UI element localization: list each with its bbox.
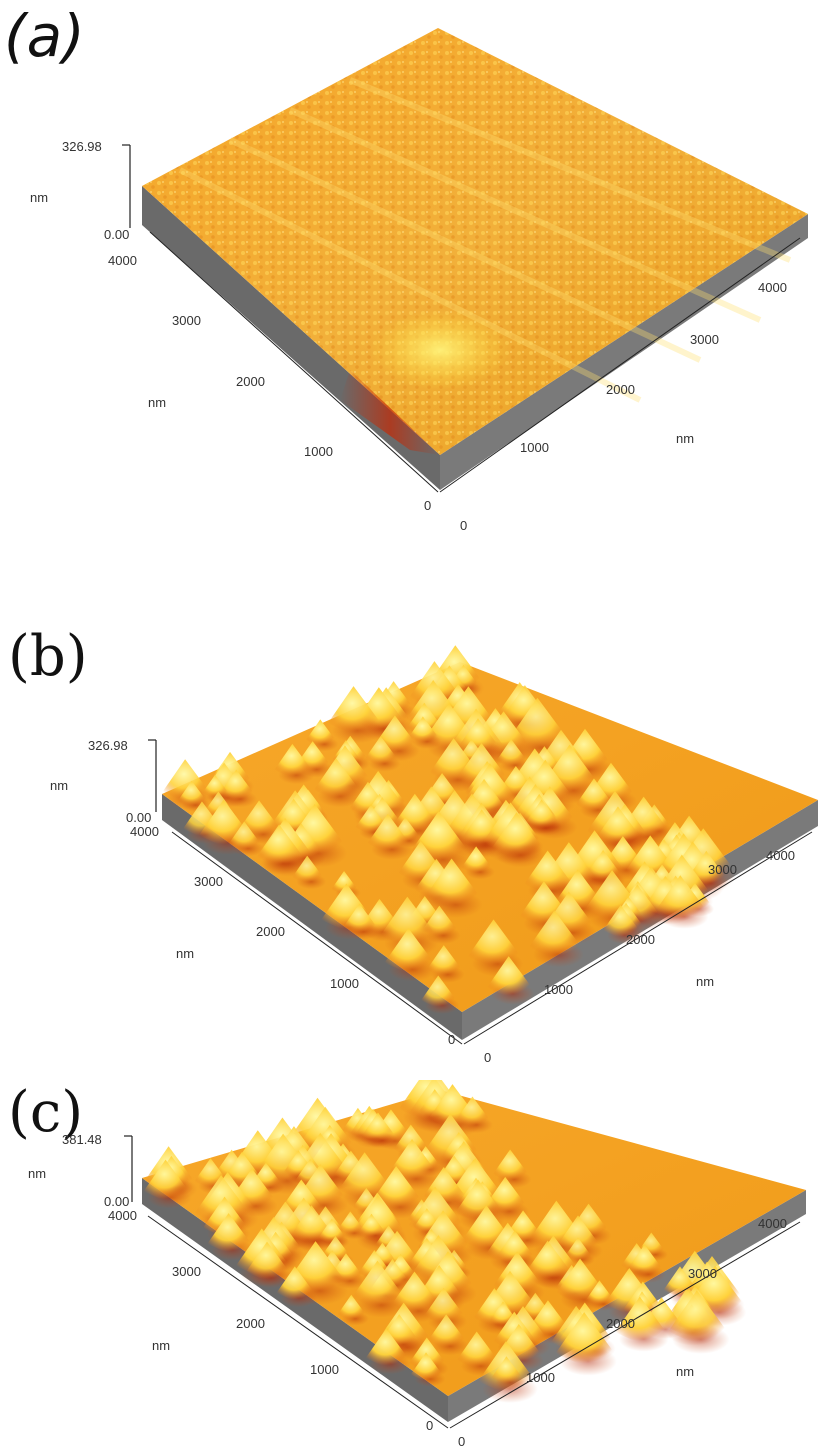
z-max-label: 326.98 bbox=[62, 139, 102, 154]
afm-panel-b: (b) 326.98 nm 0.00 4000 3000 bbox=[0, 620, 822, 1080]
y-tick: 3000 bbox=[172, 1264, 201, 1279]
y-unit-label: nm bbox=[176, 946, 195, 961]
y-tick: 2000 bbox=[236, 374, 265, 389]
x-tick: 2000 bbox=[606, 382, 635, 397]
x-tick: 3000 bbox=[690, 332, 719, 347]
x-tick: 1000 bbox=[520, 440, 549, 455]
y-tick: 0 bbox=[426, 1418, 434, 1433]
y-tick: 0 bbox=[424, 498, 432, 513]
left-wall bbox=[162, 794, 462, 1040]
x-tick: 4000 bbox=[766, 848, 795, 863]
panel-label: (a) bbox=[4, 2, 85, 70]
y-tick: 1000 bbox=[330, 976, 359, 991]
x-tick: 0 bbox=[458, 1434, 466, 1449]
x-tick: 0 bbox=[460, 518, 468, 533]
afm-3d-surface-b bbox=[148, 645, 818, 1045]
x-tick: 4000 bbox=[758, 1216, 787, 1231]
x-tick: 1000 bbox=[544, 982, 573, 997]
afm-3d-surface-a bbox=[122, 28, 808, 493]
panel-label: (c) bbox=[8, 1080, 84, 1145]
y-tick: 1000 bbox=[304, 444, 333, 459]
y-tick: 4000 bbox=[108, 253, 137, 268]
afm-panel-a: (a) bbox=[0, 0, 822, 560]
afm-panel-c: (c) 381.48 nm 0.00 4000 3000 2000 nm 100… bbox=[0, 1080, 822, 1452]
x-tick: 4000 bbox=[758, 280, 787, 295]
y-tick: 4000 bbox=[130, 824, 159, 839]
y-tick: 4000 bbox=[108, 1208, 137, 1223]
y-tick: 2000 bbox=[256, 924, 285, 939]
z-max-label: 381.48 bbox=[62, 1132, 102, 1147]
x-unit-label: nm bbox=[696, 974, 715, 989]
z-unit-label: nm bbox=[28, 1166, 47, 1181]
z-min-label: 0.00 bbox=[104, 1194, 130, 1209]
y-tick: 0 bbox=[448, 1032, 456, 1047]
x-tick: 2000 bbox=[606, 1316, 635, 1331]
x-tick: 3000 bbox=[708, 862, 737, 877]
y-unit-label: nm bbox=[148, 395, 167, 410]
y-unit-label: nm bbox=[152, 1338, 171, 1353]
x-tick: 1000 bbox=[526, 1370, 555, 1385]
y-tick: 2000 bbox=[236, 1316, 265, 1331]
y-tick: 3000 bbox=[194, 874, 223, 889]
afm-3d-surface-c bbox=[124, 1080, 806, 1429]
x-unit-label: nm bbox=[676, 1364, 695, 1379]
y-tick: 1000 bbox=[310, 1362, 339, 1377]
x-unit-label: nm bbox=[676, 431, 695, 446]
z-unit-label: nm bbox=[50, 778, 69, 793]
y-tick: 3000 bbox=[172, 313, 201, 328]
z-unit-label: nm bbox=[30, 190, 49, 205]
x-tick: 2000 bbox=[626, 932, 655, 947]
z-min-label: 0.00 bbox=[104, 227, 130, 242]
z-max-label: 326.98 bbox=[88, 738, 128, 753]
x-tick: 3000 bbox=[688, 1266, 717, 1281]
x-tick: 0 bbox=[484, 1050, 492, 1065]
z-min-label: 0.00 bbox=[126, 810, 152, 825]
right-wall bbox=[440, 214, 808, 490]
panel-label: (b) bbox=[8, 624, 88, 689]
